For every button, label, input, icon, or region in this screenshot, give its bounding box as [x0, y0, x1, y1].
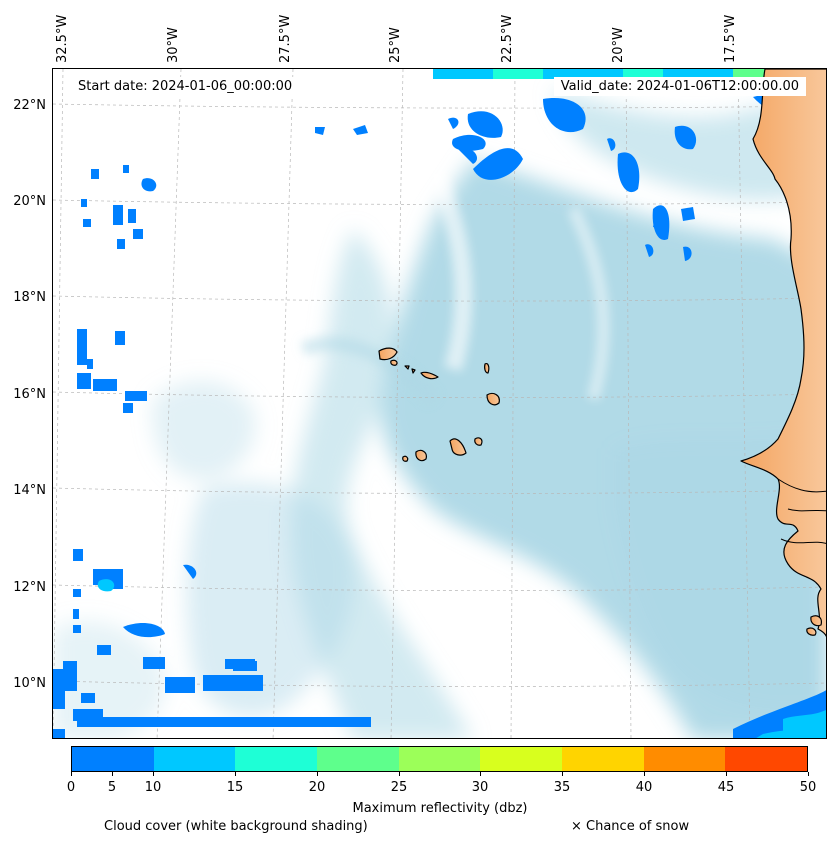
cloud-cover-streaks	[300, 164, 610, 404]
cape-verde-sao-vicente	[390, 359, 398, 366]
africa-coastline	[740, 69, 826, 637]
colorbar-bin-3	[317, 747, 399, 771]
colorbar-bin-7	[643, 747, 726, 771]
lat-label-14n: 14°N	[13, 483, 46, 498]
map-canvas	[53, 69, 826, 738]
lon-label-17-5w: 17.5°W	[723, 14, 738, 63]
lat-label-22n: 22°N	[13, 98, 46, 113]
colorbar-bin-8	[725, 747, 808, 771]
colorbar-bin-2	[235, 747, 318, 771]
colorbar-tick-mark	[153, 772, 154, 776]
lon-label-25w: 25°W	[388, 27, 403, 63]
lon-label-22-5w: 22.5°W	[500, 14, 515, 63]
colorbar-tick-label: 5	[107, 780, 117, 795]
colorbar-bin-6	[562, 747, 644, 771]
colorbar-tick-mark	[235, 772, 236, 776]
cape-verde-santo-antao	[378, 347, 398, 361]
lon-label-20w: 20°W	[611, 27, 626, 63]
colorbar-tick-mark	[399, 772, 400, 776]
cape-verde-maio	[474, 437, 483, 446]
colorbar-tick-label: 10	[144, 780, 162, 795]
map-panel[interactable]: Start date: 2024-01-06_00:00:00 Valid_da…	[52, 68, 827, 739]
colorbar-tick-mark	[317, 772, 318, 776]
colorbar-tick-mark	[808, 772, 809, 776]
colorbar-tick-label: 20	[308, 780, 326, 795]
valid-date-label: Valid_date: 2024-01-06T12:00:00.00	[553, 77, 806, 96]
colorbar-tick-label: 40	[635, 780, 653, 795]
colorbar-tick-mark	[112, 772, 113, 776]
colorbar-tick-label: 35	[553, 780, 571, 795]
reflectivity-patches-10-15	[97, 579, 826, 738]
lat-label-20n: 20°N	[13, 194, 46, 209]
colorbar-bin-5	[480, 747, 563, 771]
cape-verde-boa-vista	[486, 392, 500, 406]
colorbar-tick-mark	[480, 772, 481, 776]
africa-interior-detail	[777, 478, 826, 545]
cloud-cover-shading	[53, 89, 826, 738]
reflectivity-colorbar	[71, 746, 808, 772]
cape-verde-islet-b	[411, 368, 416, 374]
colorbar-tick-mark	[562, 772, 563, 776]
colorbar-tick-label: 45	[717, 780, 735, 795]
colorbar-bin-4	[398, 747, 481, 771]
colorbar-title: Maximum reflectivity (dbz)	[352, 801, 528, 816]
cape-verde-sao-nicolau	[420, 371, 439, 380]
lat-label-18n: 18°N	[13, 290, 46, 305]
cape-verde-brava	[402, 455, 409, 462]
colorbar-tick-label: 15	[226, 780, 244, 795]
lon-label-30w: 30°W	[166, 27, 181, 63]
colorbar-tick-label: 30	[471, 780, 489, 795]
cape-verde-fogo	[415, 449, 427, 462]
land-areas	[378, 69, 826, 637]
cape-verde-islet-a	[404, 365, 410, 370]
bijagos-islet-a	[810, 615, 822, 627]
colorbar-tick-label: 50	[799, 780, 817, 795]
cloud-cover-note: Cloud cover (white background shading)	[104, 819, 368, 834]
lon-label-32-5w: 32.5°W	[55, 14, 70, 63]
colorbar-tick-mark	[644, 772, 645, 776]
lon-label-27-5w: 27.5°W	[278, 14, 293, 63]
lat-label-12n: 12°N	[13, 580, 46, 595]
cape-verde-santiago	[449, 438, 467, 456]
lat-label-10n: 10°N	[13, 676, 46, 691]
snow-chance-note: × Chance of snow	[571, 819, 690, 834]
colorbar-tick-label: 25	[390, 780, 408, 795]
colorbar-bin-1	[153, 747, 236, 771]
colorbar-tick-mark	[71, 772, 72, 776]
colorbar-bin-0	[72, 747, 154, 771]
bijagos-islet-b	[806, 627, 817, 636]
colorbar-tick-label: 0	[66, 780, 76, 795]
cape-verde-sal	[484, 362, 490, 374]
colorbar-tick-mark	[726, 772, 727, 776]
start-date-label: Start date: 2024-01-06_00:00:00	[71, 77, 300, 96]
lat-label-16n: 16°N	[13, 387, 46, 402]
